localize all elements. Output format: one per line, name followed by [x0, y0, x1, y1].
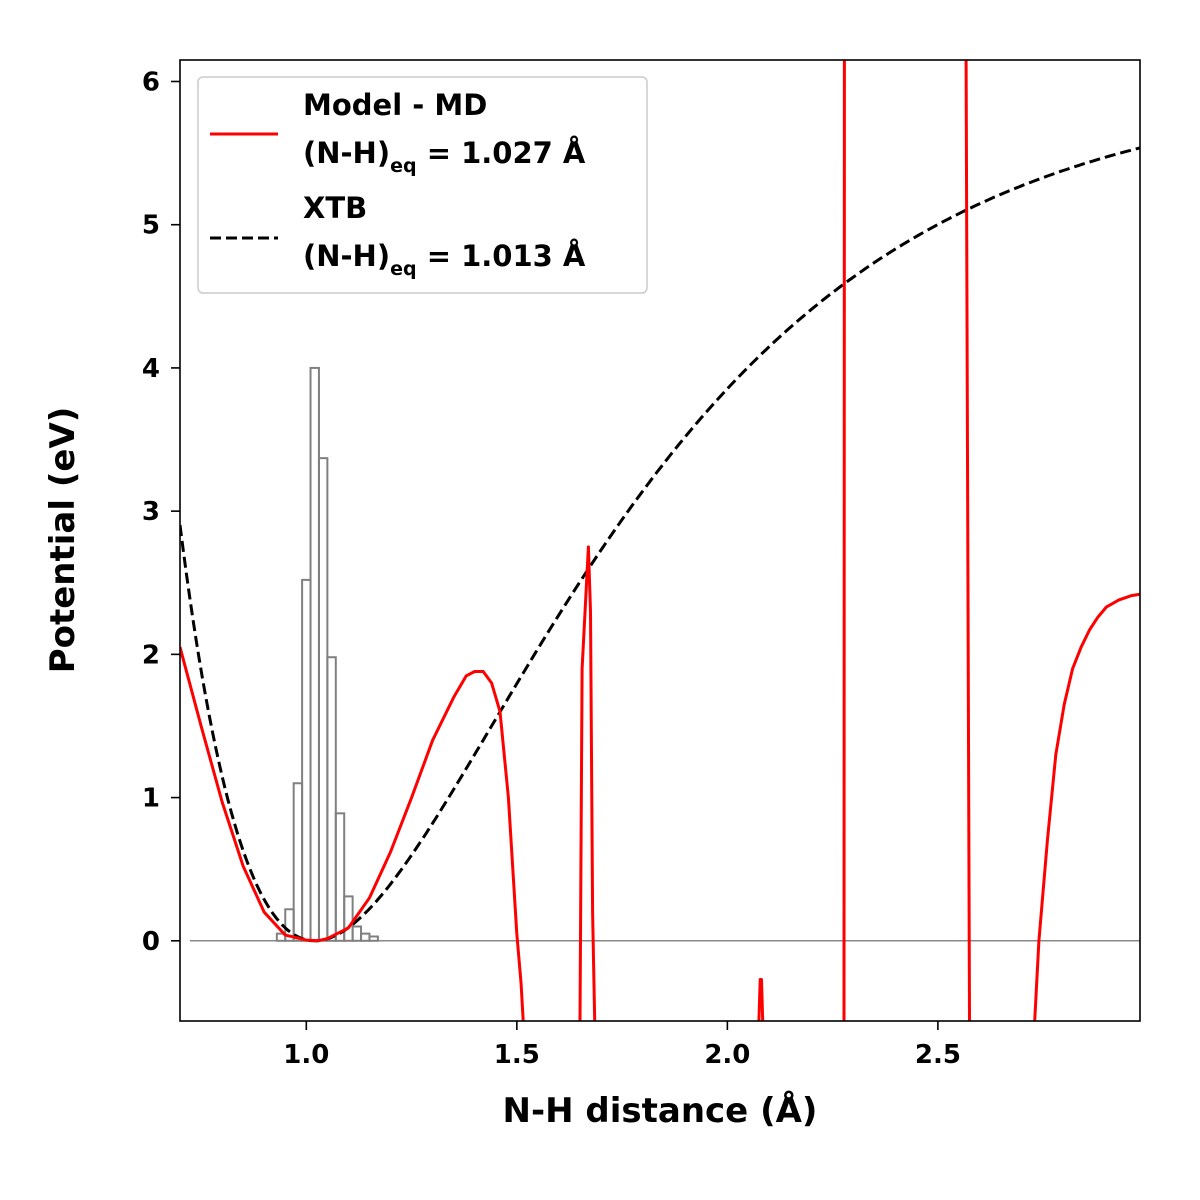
legend-label-model-md: Model - MD — [303, 88, 487, 122]
x-tick-label: 1.0 — [283, 1040, 329, 1070]
y-tick-label: 4 — [142, 354, 160, 384]
y-tick-label: 5 — [142, 211, 160, 241]
legend-eq-model-md: (N-H)eq = 1.027 Å — [303, 136, 586, 177]
x-tick-label: 1.5 — [494, 1040, 540, 1070]
y-tick-label: 3 — [142, 497, 160, 527]
plot-frame — [179, 59, 1141, 1022]
y-tick-label: 6 — [142, 67, 160, 97]
x-tick-label: 2.5 — [915, 1040, 961, 1070]
y-tick-label: 2 — [142, 640, 160, 670]
histogram-bar — [368, 935, 379, 942]
legend-box — [197, 76, 648, 294]
histogram-bar — [326, 656, 337, 942]
legend: Model - MD (N-H)eq = 1.027 Å XTB (N-H)eq… — [197, 76, 648, 294]
y-tick-label: 0 — [142, 927, 160, 957]
legend-eq-xtb: (N-H)eq = 1.013 Å — [303, 239, 586, 280]
series-line-model-md — [180, 60, 1140, 1021]
x-tick-label: 2.0 — [704, 1040, 750, 1070]
legend-label-xtb: XTB — [303, 191, 367, 225]
x-axis-label: N-H distance (Å) — [503, 1090, 818, 1131]
histogram-bar — [334, 812, 346, 942]
histogram-bar — [343, 895, 354, 942]
y-tick-label: 1 — [142, 784, 160, 814]
y-axis-label: Potential (eV) — [43, 407, 83, 674]
